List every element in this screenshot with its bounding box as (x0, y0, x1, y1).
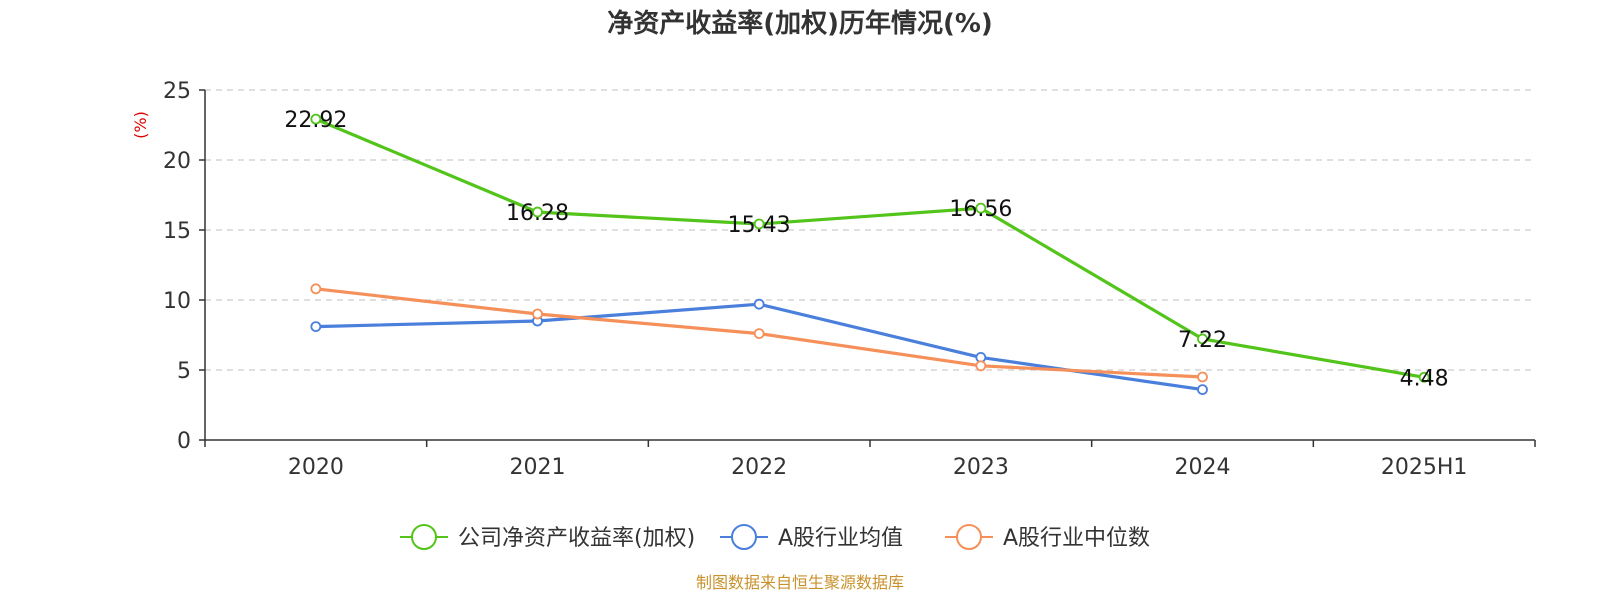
data-point (1197, 384, 1208, 396)
data-point (1197, 333, 1208, 345)
data-labels: 22.92 16.28 15.43 16.56 7.22 4.48 (284, 108, 1448, 391)
chart-title: 净资产收益率(加权)历年情况(%) (607, 8, 993, 39)
legend-item: 公司净资产收益率(加权) (400, 524, 695, 551)
data-point (1197, 371, 1208, 383)
axes: 0 5 10 15 20 25 2020 2021 2022 2023 2024 2025H1 (163, 79, 1536, 480)
x-tick-label: 2022 (731, 455, 787, 480)
x-tick-label: 2023 (953, 455, 1009, 480)
legend-item: A股行业中位数 (945, 524, 1150, 551)
series-lines (310, 113, 1430, 396)
data-point (753, 218, 765, 230)
legend-marker (956, 524, 982, 550)
x-tick-label: 2025H1 (1381, 455, 1468, 480)
legend-label: A股行业中位数 (1003, 526, 1150, 551)
data-point (753, 328, 765, 340)
x-tick-label: 2020 (288, 455, 344, 480)
series-line-1 (314, 302, 1205, 392)
y-tick-label: 20 (163, 149, 191, 174)
data-label: 4.48 (1400, 366, 1449, 391)
data-point (532, 206, 543, 218)
y-axis-unit-label: (%) (131, 111, 150, 139)
series-line-0 (314, 117, 1426, 379)
data-label: 15.43 (728, 213, 791, 238)
data-point (975, 360, 987, 372)
data-label: 22.92 (284, 108, 347, 133)
data-label: 7.22 (1178, 328, 1227, 353)
y-tick-label: 0 (177, 429, 191, 454)
data-point (1418, 371, 1430, 383)
legend-label: 公司净资产收益率(加权) (458, 526, 695, 551)
data-point (753, 298, 765, 310)
legend: 公司净资产收益率(加权) A股行业均值 A股行业中位数 (400, 524, 1150, 551)
data-label: 16.56 (949, 197, 1012, 222)
data-point (532, 308, 543, 320)
data-point (310, 113, 322, 125)
legend-marker (411, 524, 437, 550)
x-tick-label: 2021 (510, 455, 566, 480)
y-tick-label: 25 (163, 79, 191, 104)
grid-lines (205, 89, 1535, 371)
y-tick-label: 15 (163, 219, 191, 244)
data-point (310, 283, 322, 295)
data-point (310, 321, 322, 333)
y-tick-label: 10 (163, 289, 191, 314)
legend-item: A股行业均值 (720, 524, 903, 551)
data-label: 16.28 (506, 201, 569, 226)
source-note: 制图数据来自恒生聚源数据库 (696, 573, 904, 592)
legend-marker (731, 524, 757, 550)
y-tick-label: 5 (177, 359, 191, 384)
data-point (975, 202, 987, 214)
x-tick-label: 2024 (1175, 455, 1231, 480)
legend-label: A股行业均值 (778, 526, 903, 551)
